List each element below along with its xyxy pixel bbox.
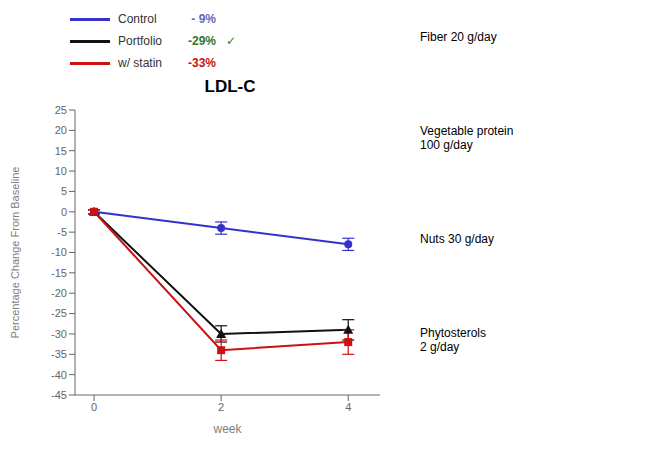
svg-text:10: 10 — [55, 165, 67, 177]
svg-text:5: 5 — [61, 185, 67, 197]
html-text:Nuts 30 g/day: Nuts 30 g/day — [420, 232, 494, 246]
svg-text:4: 4 — [345, 401, 351, 413]
svg-text:-45: -45 — [51, 389, 67, 401]
svg-text:15: 15 — [55, 145, 67, 157]
html-text:LDL-C: LDL-C — [204, 77, 256, 96]
html-text:Fiber 20 g/day: Fiber 20 g/day — [420, 30, 497, 44]
svg-text:20: 20 — [55, 124, 67, 136]
svg-text:0: 0 — [91, 401, 97, 413]
svg-text:0: 0 — [61, 206, 67, 218]
svg-text:-5: -5 — [57, 226, 67, 238]
html-text:-33%: -33% — [188, 56, 216, 70]
svg-text:25: 25 — [55, 104, 67, 116]
html-text:-29%: -29% — [188, 34, 216, 48]
svg-text:-15: -15 — [51, 267, 67, 279]
svg-text:-40: -40 — [51, 369, 67, 381]
html-text:- 9%: - 9% — [188, 12, 216, 26]
html-text:Vegetable protein: Vegetable protein — [420, 124, 514, 138]
html-text:Portfolio: Portfolio — [118, 34, 162, 48]
html-text:Phytosterols: Phytosterols — [420, 326, 486, 340]
svg-text:-35: -35 — [51, 348, 67, 360]
svg-text:2: 2 — [218, 401, 224, 413]
html-text:Control: Control — [118, 12, 157, 26]
html-text:2 g/day: 2 g/day — [420, 340, 460, 354]
svg-text:-10: -10 — [51, 246, 67, 258]
svg-text:-30: -30 — [51, 328, 67, 340]
svg-text:week: week — [212, 422, 242, 436]
html-text:100 g/day: 100 g/day — [420, 138, 473, 152]
svg-text:-25: -25 — [51, 307, 67, 319]
svg-text:Percentage Change From Baselin: Percentage Change From Baseline — [9, 167, 21, 339]
svg-text:-20: -20 — [51, 287, 67, 299]
html-text:w/ statin: w/ statin — [118, 56, 162, 70]
